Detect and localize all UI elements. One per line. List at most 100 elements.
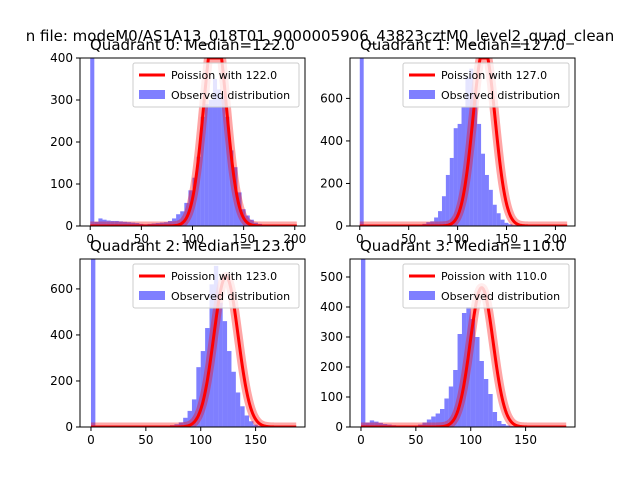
x-tick-label: 50 <box>408 433 423 447</box>
legend-label: Observed distribution <box>171 290 290 303</box>
axes-frame <box>349 258 576 428</box>
hist-bar <box>221 95 226 226</box>
hist-bar <box>110 220 115 226</box>
panel-title: Quadrant 3: Median=110.0 <box>360 237 565 255</box>
y-tick-label: 100 <box>320 390 343 404</box>
hist-bar <box>492 204 497 226</box>
hist-bar <box>122 221 128 226</box>
hist-bar <box>360 259 366 427</box>
panel-title: Quadrant 1: Median=127.0 <box>360 36 565 54</box>
y-tick-label: 100 <box>50 177 73 191</box>
hist-bar <box>426 419 432 427</box>
hist-bar <box>426 222 431 226</box>
x-tick-label: 50 <box>401 232 416 246</box>
y-tick-label: 600 <box>50 282 73 296</box>
hist-bar <box>196 367 201 427</box>
hist-bar <box>191 399 197 427</box>
x-tick-label: 50 <box>134 232 149 246</box>
hist-bar <box>200 116 205 226</box>
x-tick-label: 100 <box>189 433 212 447</box>
hist-bar <box>90 259 96 427</box>
hist-bar <box>212 79 218 226</box>
hist-bar <box>178 422 184 427</box>
hist-bar <box>102 219 107 226</box>
hist-bar <box>213 265 219 427</box>
y-tick-label: 400 <box>320 134 343 148</box>
hist-bar <box>167 220 173 226</box>
hist-bar <box>444 398 449 427</box>
hist-bar <box>98 218 103 226</box>
hist-bar <box>90 58 95 226</box>
x-tick-label: 50 <box>138 433 153 447</box>
y-tick-label: 400 <box>50 328 73 342</box>
hist-bar <box>461 313 467 427</box>
panel-3: 0 50 100 150 0 100 200 300 400 500 Quadrant 3: Med… <box>320 237 576 447</box>
panel-title: Quadrant 2: Median=123.0 <box>90 237 295 255</box>
legend-box <box>402 62 570 108</box>
hist-bar <box>453 128 458 226</box>
y-tick-label: 0 <box>65 420 73 434</box>
hist-bar <box>218 302 223 427</box>
x-tick-label: 100 <box>181 232 204 246</box>
hist-bar <box>441 196 446 226</box>
hist-bar <box>457 334 462 427</box>
hist-bar <box>187 410 192 427</box>
hist-bar <box>118 221 123 226</box>
legend-label: Poission with 123.0 <box>171 270 277 283</box>
legend-box <box>132 62 300 108</box>
hist-bar <box>180 211 185 226</box>
hist-bar <box>505 425 511 427</box>
x-tick-label: 150 <box>495 232 518 246</box>
hist-bar <box>483 379 489 427</box>
axes-frame <box>79 258 306 428</box>
hist-bar <box>431 416 436 427</box>
hist-bar <box>249 219 254 226</box>
hist-bar <box>481 153 485 226</box>
hist-bar <box>473 94 478 226</box>
x-tick-label: 200 <box>283 232 306 246</box>
y-tick-label: 200 <box>320 360 343 374</box>
hist-bar <box>183 417 188 427</box>
y-tick-label: 500 <box>320 270 343 284</box>
hist-bar <box>159 222 164 226</box>
legend-hist-swatch <box>409 291 435 300</box>
x-tick-label: 0 <box>87 433 95 447</box>
legend-box <box>402 263 570 309</box>
hist-bar <box>479 361 484 427</box>
hist-bar <box>176 214 181 226</box>
hist-bar <box>374 421 379 427</box>
y-tick-label: 200 <box>320 176 343 190</box>
hist-bar <box>461 106 466 226</box>
plot-area-2 <box>87 259 301 427</box>
poisson-curve <box>90 275 298 427</box>
hist-bar <box>235 392 241 427</box>
panel-0: 0 50 100 150 200 0 100 200 300 400 Quadrant 0: Med… <box>50 36 306 246</box>
y-tick-label: 300 <box>320 330 343 344</box>
hist-bar <box>94 221 99 226</box>
hist-bar <box>449 157 454 226</box>
x-tick-label: 150 <box>232 232 255 246</box>
hist-bar <box>192 177 197 226</box>
x-tick-label: 0 <box>357 433 365 447</box>
hist-bar <box>253 424 258 427</box>
hist-bar <box>497 421 502 427</box>
hist-bar <box>131 222 136 226</box>
x-tick-label: 100 <box>446 232 469 246</box>
hist-bar <box>245 215 250 226</box>
legend-label: Poission with 110.0 <box>441 270 547 283</box>
x-tick-label: 0 <box>356 232 364 246</box>
hist-bar <box>222 321 228 427</box>
hist-bar <box>438 211 442 226</box>
hist-bar <box>172 218 177 226</box>
hist-bar <box>485 174 489 226</box>
y-tick-label: 300 <box>50 93 73 107</box>
hist-bar <box>208 100 213 226</box>
hist-bar <box>233 167 238 226</box>
hist-bar <box>475 337 480 427</box>
legend-label: Poission with 122.0 <box>171 69 277 82</box>
hist-bar <box>488 394 493 427</box>
hist-bar <box>257 425 263 427</box>
hist-bar <box>434 217 439 226</box>
x-tick-label: 0 <box>86 232 94 246</box>
hist-bar <box>445 174 450 226</box>
